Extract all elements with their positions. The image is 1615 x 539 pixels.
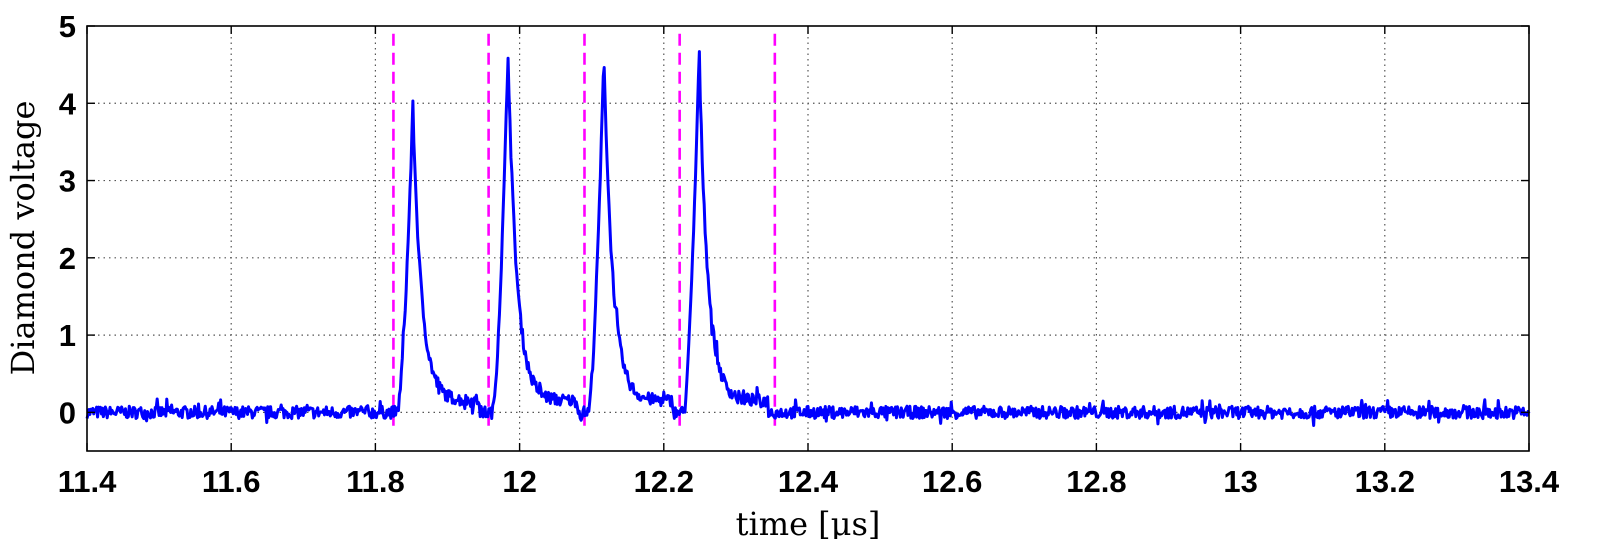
x-tick-label: 12.4 <box>778 464 839 499</box>
y-tick-label: 1 <box>59 318 76 353</box>
series <box>85 50 1531 428</box>
x-tick-label: 11.6 <box>202 464 261 499</box>
ticks: 11.4 11.6 11.8 12 12.2 12.4 12.6 12.8 13 13.2 13.4… <box>58 9 1560 499</box>
y-tick-label: 2 <box>59 241 76 276</box>
plot-area <box>87 26 1529 451</box>
x-tick-label: 12.8 <box>1066 464 1126 499</box>
y-tick-label: 3 <box>59 164 76 199</box>
x-tick-label: 12.6 <box>922 464 982 499</box>
series-line <box>85 50 1531 428</box>
x-tick-label: 13.4 <box>1499 464 1560 499</box>
x-tick-label: 11.4 <box>58 464 117 499</box>
marker-lines <box>392 33 777 428</box>
x-tick-label: 13 <box>1223 464 1257 499</box>
x-tick-label: 12 <box>502 464 536 499</box>
x-axis-label: time [μs] <box>736 505 881 539</box>
y-tick-label: 4 <box>59 86 77 121</box>
x-tick-label: 11.8 <box>346 464 405 499</box>
y-axis-label: Diamond voltage <box>4 101 42 376</box>
y-tick-label: 0 <box>59 395 76 430</box>
x-tick-label: 12.2 <box>634 464 694 499</box>
x-tick-label: 13.2 <box>1355 464 1415 499</box>
y-tick-label: 5 <box>59 9 76 44</box>
